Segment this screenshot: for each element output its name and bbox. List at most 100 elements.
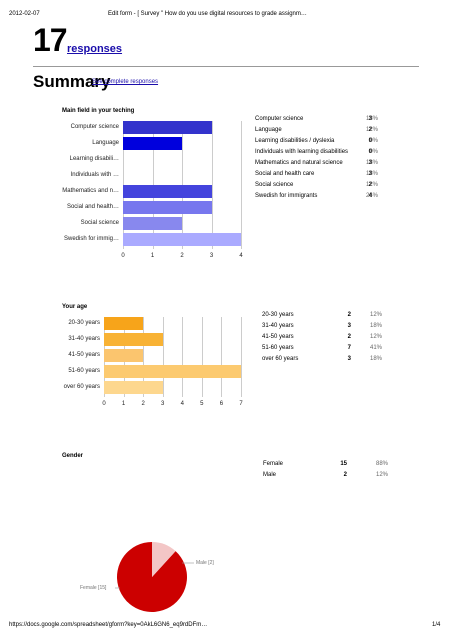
result-percent: 41%	[369, 345, 382, 351]
age-results-table: 20-30 years 2 12% 31-40 years 3 18% 41-50 year…	[262, 312, 382, 372]
result-percent: 0%	[369, 149, 378, 155]
result-percent: 18%	[365, 171, 378, 177]
gridline	[221, 317, 223, 397]
result-label: over 60 years	[262, 356, 299, 362]
question-title-gender: Gender	[62, 453, 84, 459]
result-label: Language	[255, 127, 282, 133]
field-results-table: Computer science 3 18% Language 2 12% Learning…	[255, 116, 378, 206]
bar	[104, 317, 144, 330]
result-label: Mathematics and natural science	[255, 160, 343, 166]
result-count: 3	[368, 171, 372, 177]
bar	[123, 233, 241, 246]
result-label: Male	[263, 472, 277, 478]
result-percent: 12%	[369, 334, 382, 340]
pie-label-female: Female [15]	[80, 585, 107, 591]
bar	[104, 333, 163, 346]
pie-slice-male	[152, 542, 176, 577]
gridline	[162, 317, 164, 397]
y-axis-label: Individuals with …	[70, 172, 119, 178]
gender-pie-chart	[115, 542, 194, 612]
x-tick-label: 1	[121, 401, 126, 407]
x-tick-label: 7	[239, 401, 243, 407]
result-label: Individuals with learning disabilities	[255, 149, 349, 155]
gridline	[182, 317, 184, 397]
x-tick-label: 0	[102, 401, 106, 407]
pie-label-male: Male [2]	[196, 560, 214, 566]
y-axis-label: over 60 years	[63, 384, 100, 390]
bar	[123, 137, 182, 150]
responses-link[interactable]: responses	[67, 43, 123, 55]
result-label: Swedish for immigrants	[255, 193, 318, 199]
result-count: 0	[368, 138, 372, 144]
y-axis-label: Learning disabili…	[69, 156, 119, 162]
result-count: 3	[368, 116, 372, 122]
result-percent: 24%	[365, 193, 378, 199]
result-label: 20-30 years	[262, 312, 294, 318]
y-axis-label: Mathematics and n…	[62, 188, 119, 194]
gridline	[241, 121, 242, 249]
result-percent: 18%	[369, 323, 382, 329]
y-axis-label: Social science	[80, 220, 119, 226]
result-count: 4	[368, 193, 372, 199]
result-count: 2	[343, 472, 347, 478]
y-axis-label: 51-60 years	[68, 368, 100, 374]
gridline	[211, 121, 213, 249]
result-count: 2	[368, 182, 372, 188]
divider	[33, 66, 419, 67]
y-axis-label: 41-50 years	[68, 352, 100, 358]
result-label: 41-50 years	[262, 334, 294, 340]
print-title: Edit form - [ Survey " How do you use di…	[108, 11, 307, 17]
question-title-field: Main field in your teching	[62, 108, 135, 114]
result-percent: 18%	[369, 356, 382, 362]
result-count: 3	[347, 323, 351, 329]
y-axis-label: Language	[92, 140, 119, 146]
result-percent: 18%	[365, 116, 378, 122]
print-date: 2012-02-07	[9, 11, 40, 17]
print-url: https://docs.google.com/spreadsheet/gfor…	[9, 622, 208, 628]
result-count: 3	[368, 160, 372, 166]
gridline	[241, 317, 242, 397]
bar	[123, 201, 212, 214]
result-label: Female	[263, 461, 284, 467]
result-label: Social science	[255, 182, 294, 188]
y-axis-label: Social and health…	[66, 204, 119, 210]
result-count: 3	[347, 356, 351, 362]
result-label: Social and health care	[255, 171, 315, 177]
result-percent: 12%	[365, 127, 378, 133]
x-tick-label: 4	[239, 253, 243, 259]
result-count: 2	[368, 127, 372, 133]
gender-results-table: Female 15 88% Male 2 12%	[263, 461, 388, 486]
x-tick-label: 2	[141, 401, 145, 407]
result-label: 51-60 years	[262, 345, 294, 351]
result-count: 2	[347, 334, 351, 340]
gridline	[143, 317, 145, 397]
bar	[123, 185, 212, 198]
result-count: 7	[347, 345, 351, 351]
result-percent: 88%	[375, 461, 388, 467]
y-axis-label: 31-40 years	[68, 336, 100, 342]
y-axis-label: Swedish for immig…	[63, 236, 119, 242]
y-axis-label: 20-30 years	[68, 320, 100, 326]
pie-slices	[117, 542, 187, 612]
result-percent: 12%	[375, 472, 388, 478]
x-tick-label: 5	[200, 401, 204, 407]
bar	[104, 349, 144, 362]
page-number: 1/4	[432, 622, 441, 628]
y-axis-label: Computer science	[70, 124, 119, 130]
result-count: 15	[340, 461, 347, 467]
result-percent: 18%	[365, 160, 378, 166]
result-label: Learning disabilities / dyslexia	[255, 138, 335, 144]
result-count: 0	[368, 149, 372, 155]
see-complete-responses-link[interactable]: See complete responses	[92, 79, 159, 85]
x-tick-label: 0	[121, 253, 125, 259]
bar	[104, 365, 241, 378]
gridline	[201, 317, 203, 397]
result-percent: 0%	[369, 138, 378, 144]
question-title-age: Your age	[62, 304, 88, 310]
result-percent: 12%	[365, 182, 378, 188]
response-count: 17	[33, 22, 68, 58]
x-tick-label: 4	[180, 401, 184, 407]
bar	[104, 381, 163, 394]
bar	[123, 217, 182, 230]
result-percent: 12%	[369, 312, 382, 318]
